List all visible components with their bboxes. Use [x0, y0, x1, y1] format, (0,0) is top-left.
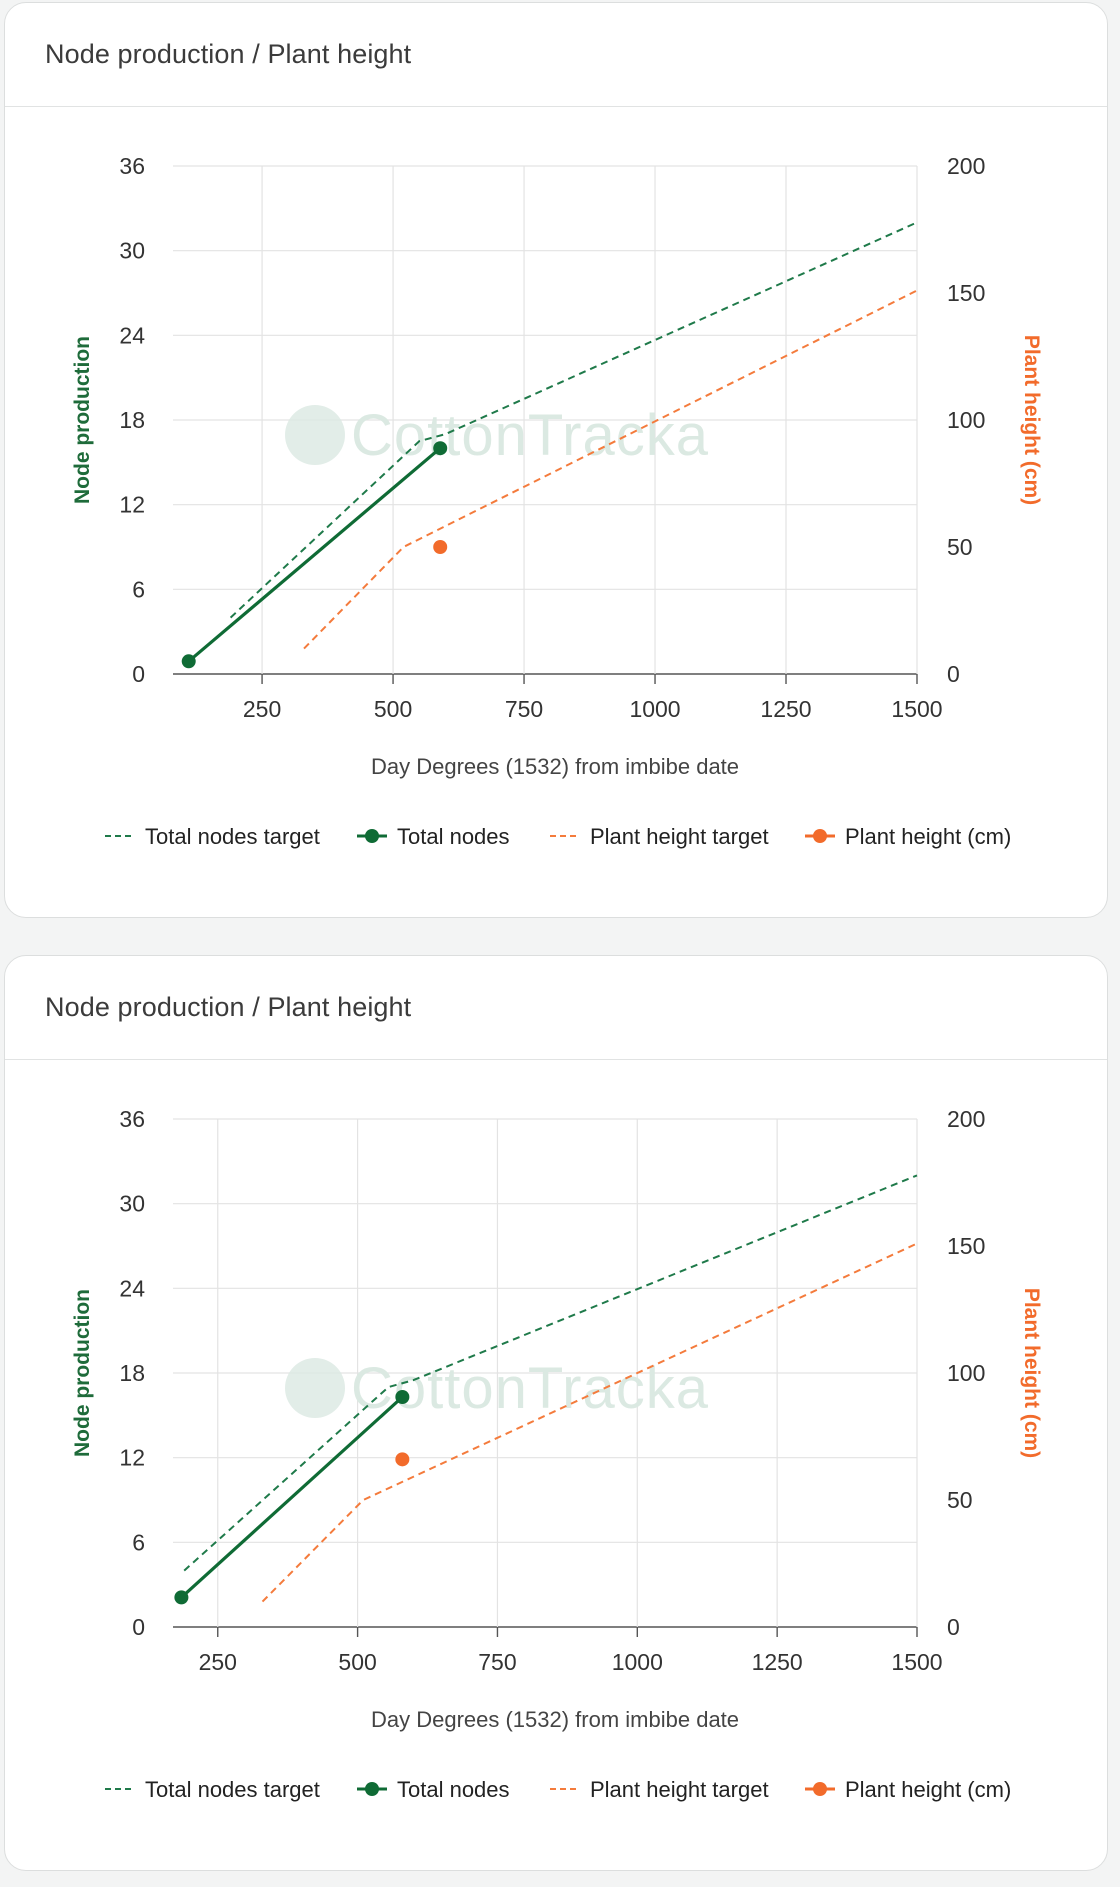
y-left-axis-title: Node production	[71, 1289, 94, 1457]
legend-swatch-dot	[813, 829, 827, 843]
y-right-tick-label: 200	[947, 1106, 985, 1132]
x-tick-label: 750	[478, 1649, 516, 1675]
legend-swatch-dot	[365, 1782, 379, 1796]
y-left-tick-label: 30	[119, 1191, 145, 1217]
y-right-axis-title: Plant height (cm)	[1020, 335, 1043, 505]
x-tick-label: 1000	[629, 696, 680, 722]
y-right-tick-label: 200	[947, 153, 985, 179]
y-left-tick-label: 18	[119, 407, 145, 433]
y-left-tick-label: 36	[119, 1106, 145, 1132]
y-right-tick-label: 100	[947, 1360, 985, 1386]
data-point	[395, 1389, 410, 1404]
legend-label: Total nodes	[397, 1777, 510, 1802]
chart-card-2: Node production / Plant height 0 6 12 18 24 3…	[4, 955, 1108, 1871]
y-right-tick-label: 50	[947, 534, 973, 560]
y-right-tick-label: 150	[947, 280, 985, 306]
data-point	[181, 654, 196, 669]
series-line	[180, 1395, 404, 1599]
x-axis-title: Day Degrees (1532) from imbibe date	[371, 754, 739, 779]
y-left-tick-label: 30	[119, 238, 145, 264]
watermark-text: CottonTracka	[351, 1356, 709, 1421]
y-right-tick-label: 100	[947, 407, 985, 433]
watermark-logo-icon	[285, 1358, 345, 1418]
x-axis-title: Day Degrees (1532) from imbibe date	[371, 1707, 739, 1732]
y-left-axis-title: Node production	[71, 336, 94, 504]
card-header: Node production / Plant height	[5, 956, 1107, 1060]
legend-label: Total nodes target	[145, 824, 320, 849]
y-left-tick-label: 6	[132, 576, 145, 602]
series-line	[187, 446, 442, 663]
card-title: Node production / Plant height	[45, 992, 412, 1022]
card-title: Node production / Plant height	[45, 39, 412, 69]
y-right-tick-label: 50	[947, 1487, 973, 1513]
x-tick-label: 1000	[612, 1649, 663, 1675]
legend-label: Plant height target	[590, 1777, 769, 1802]
y-left-tick-label: 12	[119, 492, 145, 518]
y-left-tick-label: 0	[132, 661, 145, 687]
y-left-tick-label: 36	[119, 153, 145, 179]
legend-label: Total nodes	[397, 824, 510, 849]
series-line	[303, 289, 918, 650]
series-line	[261, 1242, 918, 1603]
legend-label: Plant height (cm)	[845, 1777, 1011, 1802]
x-tick-label: 1250	[752, 1649, 803, 1675]
x-tick-label: 500	[338, 1649, 376, 1675]
card-header: Node production / Plant height	[5, 3, 1107, 107]
data-point	[433, 441, 448, 456]
data-point	[395, 1452, 410, 1467]
x-tick-label: 1500	[891, 1649, 942, 1675]
legend-label: Total nodes target	[145, 1777, 320, 1802]
y-left-tick-label: 0	[132, 1614, 145, 1640]
y-left-tick-label: 24	[119, 322, 145, 348]
x-tick-label: 1500	[891, 696, 942, 722]
series-line	[183, 1174, 918, 1572]
data-point	[433, 540, 448, 554]
legend-swatch-dot	[365, 829, 379, 843]
data-point	[174, 1590, 189, 1605]
x-tick-label: 500	[374, 696, 412, 722]
y-right-tick-label: 150	[947, 1233, 985, 1259]
y-left-tick-label: 6	[132, 1529, 145, 1555]
legend-label: Plant height (cm)	[845, 824, 1011, 849]
y-left-tick-label: 12	[119, 1445, 145, 1471]
y-left-tick-label: 24	[119, 1275, 145, 1301]
y-right-tick-label: 0	[947, 1614, 960, 1640]
watermark-logo-icon	[285, 405, 345, 465]
x-tick-label: 750	[505, 696, 543, 722]
chart-card-1: Node production / Plant height 0 6 12 18 24 3…	[4, 2, 1108, 918]
y-left-tick-label: 18	[119, 1360, 145, 1386]
y-right-axis-title: Plant height (cm)	[1020, 1288, 1043, 1458]
x-tick-label: 250	[243, 696, 281, 722]
legend-swatch-dot	[813, 1782, 827, 1796]
x-tick-label: 250	[199, 1649, 237, 1675]
y-right-tick-label: 0	[947, 661, 960, 687]
series-line	[229, 221, 918, 619]
legend-label: Plant height target	[590, 824, 769, 849]
watermark-text: CottonTracka	[351, 403, 709, 468]
x-tick-label: 1250	[760, 696, 811, 722]
